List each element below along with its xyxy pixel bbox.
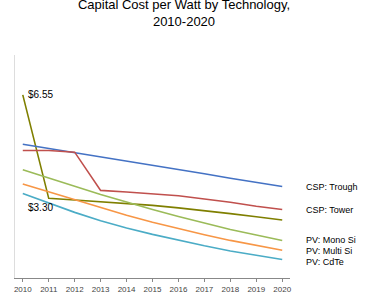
svg-text:Capital Cost per Watt by Techn: Capital Cost per Watt by Technology,2010… [78,0,290,29]
svg-text:2018: 2018 [221,285,239,294]
svg-text:2014: 2014 [118,285,136,294]
svg-text:CSP: Trough: CSP: Trough [306,182,358,192]
svg-text:2013: 2013 [92,285,110,294]
svg-text:PV: CdTe: PV: CdTe [306,257,344,267]
svg-text:PV: Mono Si: PV: Mono Si [306,235,356,245]
svg-text:CSP: Tower: CSP: Tower [306,205,353,215]
svg-text:2020: 2020 [273,285,291,294]
svg-text:2016: 2016 [170,285,188,294]
svg-text:2019: 2019 [247,285,265,294]
svg-text:2017: 2017 [195,285,213,294]
svg-text:2011: 2011 [40,285,58,294]
svg-text:2012: 2012 [66,285,84,294]
svg-text:2010: 2010 [14,285,32,294]
svg-text:PV: Multi Si: PV: Multi Si [306,246,352,256]
svg-text:$3.30: $3.30 [28,202,53,213]
svg-text:$6.55: $6.55 [28,89,53,100]
svg-text:2015: 2015 [144,285,162,294]
